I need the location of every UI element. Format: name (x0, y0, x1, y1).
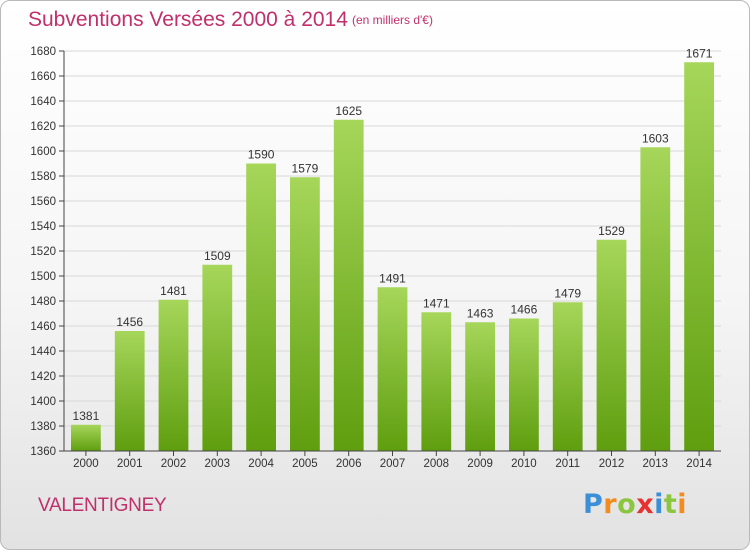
y-tick-label: 1480 (30, 296, 56, 308)
y-tick-label: 1400 (30, 396, 56, 408)
x-tick-label: 2002 (161, 458, 187, 470)
bar (290, 177, 320, 451)
chart-title: Subventions Versées 2000 à 2014 (28, 8, 348, 31)
data-label: 1509 (204, 249, 231, 263)
x-tick-label: 2006 (336, 458, 362, 470)
logo-letter: x (636, 489, 655, 520)
y-tick-label: 1680 (30, 46, 56, 58)
y-tick-label: 1440 (30, 346, 56, 358)
logo-letter: t (663, 489, 678, 520)
bar (509, 318, 539, 451)
bar (421, 312, 452, 451)
x-tick-label: 2005 (292, 458, 318, 470)
logo-letter: P (583, 489, 604, 520)
proxiti-logo[interactable]: Proxiti (583, 489, 687, 520)
bar (202, 264, 233, 451)
data-label: 1466 (511, 303, 538, 317)
data-label: 1671 (686, 46, 713, 60)
x-tick-label: 2013 (643, 458, 669, 470)
data-label: 1590 (248, 148, 275, 162)
data-label: 1381 (73, 409, 100, 423)
axes: 1360 1380 1400 1420 1440 1460 1480 1500 1520 1540… (30, 46, 721, 470)
bar (640, 147, 671, 451)
bar (684, 62, 714, 451)
x-tick-label: 2009 (467, 458, 493, 470)
data-label: 1471 (423, 296, 450, 310)
y-tick-label: 1600 (30, 146, 56, 158)
x-tick-label: 2008 (424, 458, 450, 470)
y-tick-label: 1660 (30, 71, 56, 83)
y-tick-label: 1620 (30, 121, 56, 133)
x-tick-label: 2004 (248, 458, 274, 470)
x-tick-label: 2011 (555, 458, 580, 470)
bar (333, 119, 364, 451)
logo-letter: i (677, 489, 688, 520)
x-tick-label: 2001 (117, 458, 143, 470)
chart-unit-subtitle: (en milliers d'€) (352, 13, 433, 27)
data-label: 1579 (292, 161, 319, 175)
y-tick-label: 1580 (30, 171, 56, 183)
bar (246, 163, 276, 451)
x-tick-label: 2000 (73, 458, 99, 470)
data-label: 1479 (554, 286, 581, 300)
bar (596, 239, 627, 451)
data-label: 1456 (116, 315, 143, 329)
x-tick-label: 2003 (205, 458, 231, 470)
data-label: 1625 (335, 104, 362, 118)
bar (552, 302, 583, 451)
bar (377, 287, 408, 451)
bar (114, 331, 145, 451)
bar (158, 299, 189, 451)
x-tick-label: 2010 (511, 458, 537, 470)
bars: 1381 1456 1481 1509 1590 1579 1625 1491 1471 1463… (71, 46, 714, 451)
y-tick-label: 1540 (30, 221, 56, 233)
data-label: 1463 (467, 306, 494, 320)
y-tick-label: 1360 (30, 446, 56, 458)
logo-letter: r (603, 489, 618, 520)
y-tick-label: 1380 (30, 421, 56, 433)
x-tick-label: 2012 (599, 458, 625, 470)
data-label: 1603 (642, 131, 669, 145)
x-tick-label: 2007 (380, 458, 406, 470)
y-tick-label: 1460 (30, 321, 56, 333)
bar (71, 424, 101, 451)
bar (465, 322, 495, 451)
y-tick-label: 1520 (30, 246, 56, 258)
data-label: 1491 (379, 271, 406, 285)
y-tick-label: 1420 (30, 371, 56, 383)
logo-letter: o (617, 489, 637, 520)
y-tick-label: 1560 (30, 196, 56, 208)
x-tick-label: 2014 (686, 458, 712, 470)
logo-letter: i (654, 489, 664, 520)
data-label: 1481 (160, 284, 187, 298)
y-tick-label: 1640 (30, 96, 56, 108)
data-label: 1529 (598, 224, 625, 238)
municipality-name: VALENTIGNEY (38, 495, 167, 516)
y-tick-label: 1500 (30, 271, 56, 283)
